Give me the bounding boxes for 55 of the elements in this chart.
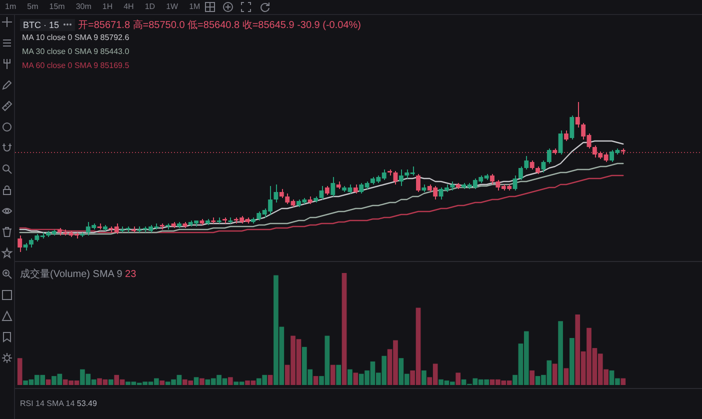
candlestick (393, 170, 398, 185)
text: MA 60 close 0 SMA 9 85169.5 (22, 60, 130, 72)
candlestick (546, 148, 552, 164)
candlestick (490, 174, 494, 185)
bar (160, 380, 165, 385)
bar (17, 358, 22, 385)
bar (552, 364, 558, 385)
bar (336, 364, 341, 385)
text: 1H (102, 2, 113, 12)
candlestick (558, 130, 563, 155)
text: 1M (189, 2, 200, 12)
chart-subtitle: 开=85671.8 高=85750.0 低=85640.8 收=85645.9 -30.9 (-0.04%) (78, 20, 361, 31)
bar (353, 372, 358, 385)
bar (330, 364, 336, 385)
text: RSI 14 SMA 14 53.49 (20, 399, 97, 408)
candlestick (570, 115, 574, 140)
bar (348, 369, 352, 385)
bar (620, 378, 626, 385)
bar (228, 377, 233, 385)
bar (313, 376, 318, 385)
text: MA 30 close 0 SMA 9 85443.0 (22, 46, 130, 58)
text: 1m (5, 2, 16, 12)
candlestick (330, 176, 336, 197)
text: 1W (166, 2, 178, 12)
bar (564, 368, 569, 385)
text: MA 10 close 0 SMA 9 85792.6 (22, 32, 130, 44)
candlestick (398, 169, 404, 186)
candlestick (575, 102, 580, 128)
bar (46, 379, 51, 385)
bar (558, 321, 563, 385)
text: 1D (144, 2, 156, 12)
candlestick (524, 156, 529, 170)
candlestick (274, 184, 278, 203)
bar (530, 370, 535, 385)
candlestick (564, 130, 568, 142)
candlestick (541, 160, 546, 173)
chart-title: 成交量(Volume) SMA 9 23 (20, 269, 136, 280)
candlestick (18, 235, 22, 252)
bar (456, 372, 461, 385)
bar (268, 374, 273, 385)
chart-title: BTC · 15 (23, 18, 60, 31)
candlestick (319, 186, 324, 200)
bar (108, 379, 114, 385)
bar (200, 378, 204, 385)
bar (342, 273, 347, 385)
candlestick (416, 174, 420, 192)
text: 15m (49, 2, 65, 12)
text: 5m (27, 2, 38, 12)
bar (570, 338, 574, 385)
text: 4H (124, 2, 134, 12)
candlestick (512, 175, 518, 191)
text: 30m (76, 2, 92, 12)
candlestick (518, 166, 523, 180)
bar (194, 377, 199, 385)
bar (422, 370, 426, 385)
